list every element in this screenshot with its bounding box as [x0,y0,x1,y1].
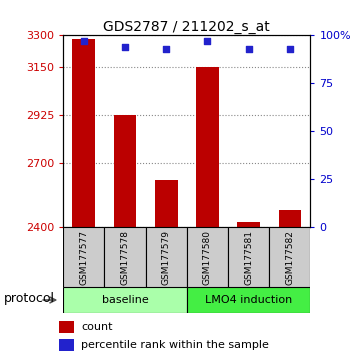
Bar [63,287,187,313]
Point [287,46,293,52]
Text: GSM177579: GSM177579 [162,230,171,285]
Bar [145,227,187,287]
Bar [187,287,310,313]
Point [122,44,128,50]
Point [205,38,210,44]
Title: GDS2787 / 211202_s_at: GDS2787 / 211202_s_at [104,21,270,34]
Bar [269,227,310,287]
Bar [63,227,104,287]
Point [163,46,169,52]
Text: GSM177582: GSM177582 [285,230,294,285]
Bar [279,210,301,227]
Text: count: count [82,322,113,332]
Bar [187,227,228,287]
Text: GSM177580: GSM177580 [203,230,212,285]
Bar [73,39,95,227]
Bar [58,321,74,333]
Bar [196,67,219,227]
Text: protocol: protocol [4,292,55,305]
Text: percentile rank within the sample: percentile rank within the sample [82,340,269,350]
Bar [228,227,269,287]
Text: baseline: baseline [101,295,148,305]
Bar [114,115,136,227]
Point [246,46,252,52]
Text: GSM177578: GSM177578 [121,230,130,285]
Point [81,38,87,44]
Text: GSM177577: GSM177577 [79,230,88,285]
Text: LMO4 induction: LMO4 induction [205,295,292,305]
Bar [155,180,178,227]
Bar [58,339,74,351]
Text: GSM177581: GSM177581 [244,230,253,285]
Bar [237,222,260,227]
Bar [104,227,145,287]
